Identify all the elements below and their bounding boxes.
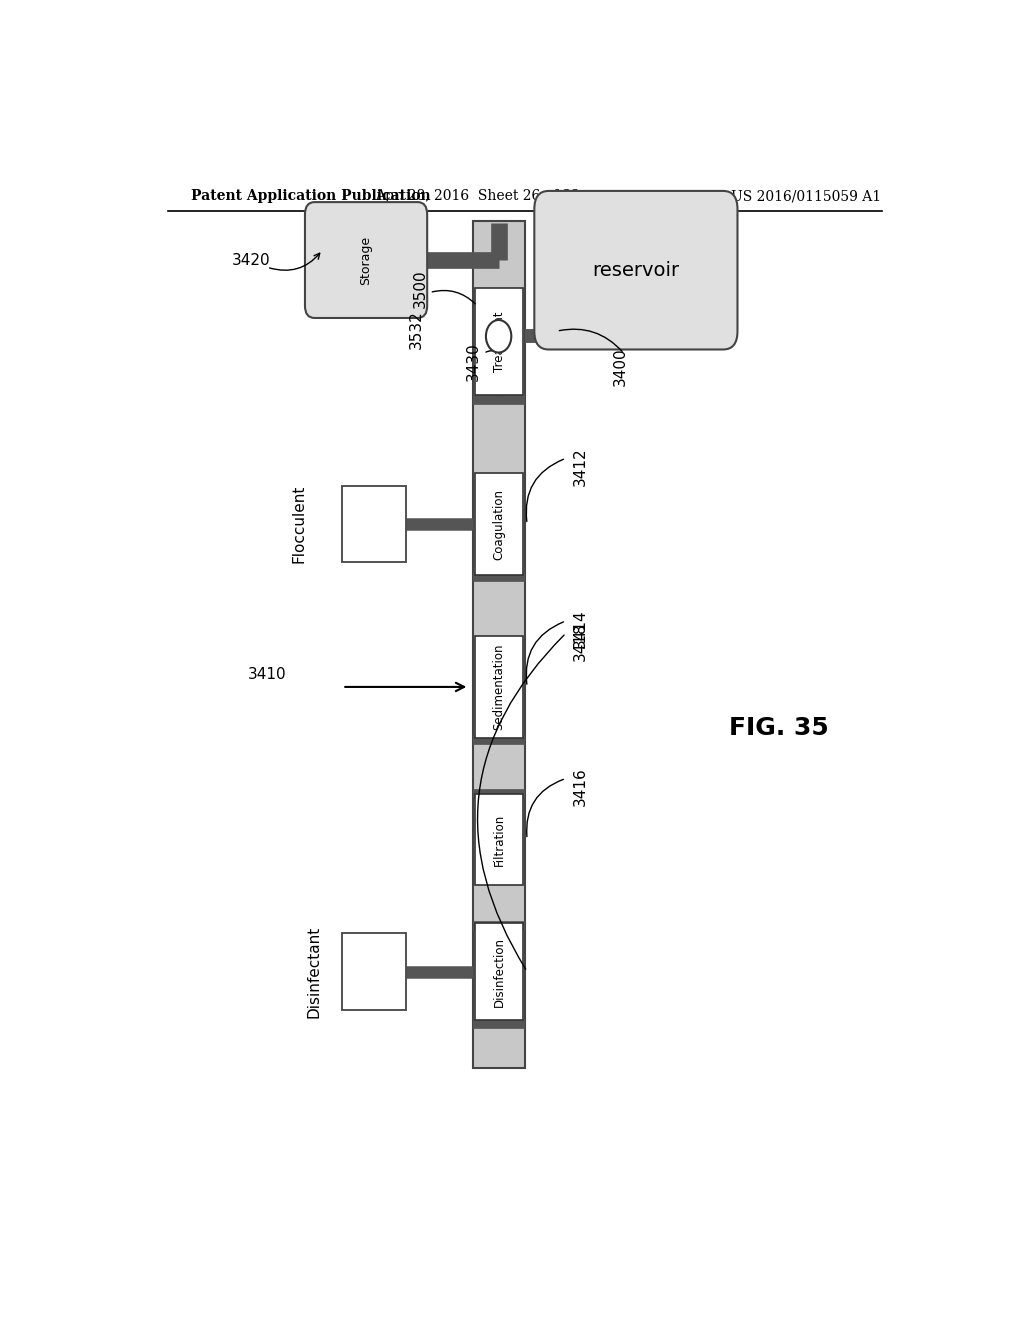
Bar: [475, 288, 523, 395]
Text: Treatment: Treatment: [493, 312, 506, 372]
Text: Disinfection: Disinfection: [493, 936, 506, 1007]
Text: 3532: 3532: [409, 310, 424, 348]
Bar: [342, 933, 406, 1010]
Text: FIG. 35: FIG. 35: [729, 715, 828, 739]
Bar: [475, 636, 523, 738]
Text: 3414: 3414: [572, 610, 588, 648]
Bar: [475, 474, 523, 576]
Text: 3420: 3420: [231, 252, 270, 268]
Bar: [342, 486, 406, 562]
Bar: [473, 222, 524, 1068]
Text: Filtration: Filtration: [493, 813, 506, 866]
Circle shape: [486, 319, 511, 352]
FancyBboxPatch shape: [535, 191, 737, 350]
Text: Coagulation: Coagulation: [493, 488, 506, 560]
Text: 3410: 3410: [248, 667, 286, 682]
Text: 3500: 3500: [413, 269, 428, 308]
Text: 3400: 3400: [612, 347, 628, 385]
Text: reservoir: reservoir: [592, 261, 680, 280]
Text: 3412: 3412: [572, 447, 588, 486]
FancyBboxPatch shape: [305, 202, 427, 318]
Text: Disinfectant: Disinfectant: [307, 925, 322, 1018]
Text: US 2016/0115059 A1: US 2016/0115059 A1: [731, 189, 882, 203]
Text: Apr. 28, 2016  Sheet 26 of 32: Apr. 28, 2016 Sheet 26 of 32: [375, 189, 580, 203]
Text: Patent Application Publication: Patent Application Publication: [191, 189, 431, 203]
Text: Flocculent: Flocculent: [291, 486, 306, 564]
Bar: [475, 923, 523, 1020]
Text: 3416: 3416: [572, 767, 588, 807]
Text: 3430: 3430: [466, 342, 480, 381]
Text: Sedimentation: Sedimentation: [493, 644, 506, 730]
Bar: [475, 793, 523, 886]
Text: Storage: Storage: [359, 235, 373, 285]
Text: 3418: 3418: [572, 622, 588, 660]
